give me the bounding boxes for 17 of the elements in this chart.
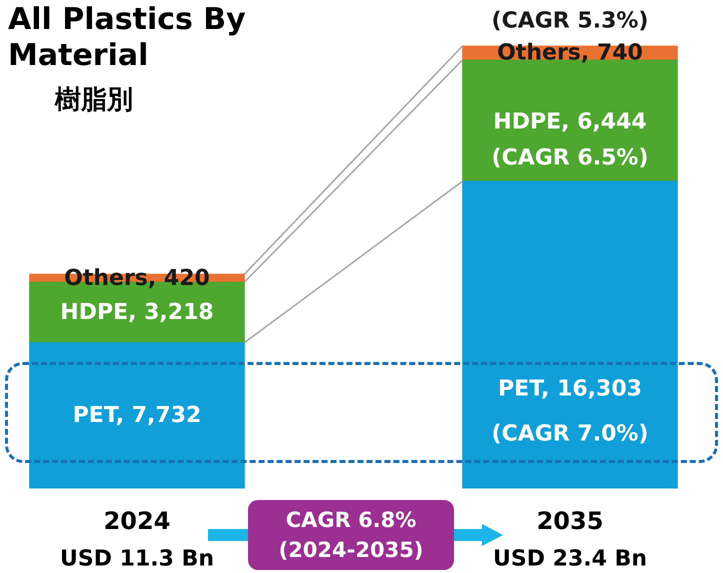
bar [462, 180, 678, 489]
bar [29, 342, 245, 489]
data-label: HDPE, 6,444 [493, 109, 647, 134]
data-label: HDPE, 3,218 [60, 300, 214, 326]
data-label: PET, 7,732 [72, 403, 202, 428]
text: 樹脂別 [55, 84, 133, 117]
text: USD 23.4 Bn [493, 546, 647, 572]
x-tick-label: 2024 [104, 506, 170, 535]
x-tick-label: 2035 [536, 506, 604, 535]
chart-title: All Plastics By Material [8, 2, 247, 74]
annotation: (CAGR 6.5%) [492, 145, 648, 170]
text: USD 11.3 Bn [60, 546, 214, 572]
annotation: (CAGR 7.0%) [492, 421, 648, 446]
text: CAGR 6.8% (2024-2035) [248, 500, 454, 570]
data-label: PET, 16,303 [498, 376, 642, 402]
data-label: Others, 740 [497, 40, 643, 66]
text: (CAGR 5.3%) [492, 8, 648, 34]
